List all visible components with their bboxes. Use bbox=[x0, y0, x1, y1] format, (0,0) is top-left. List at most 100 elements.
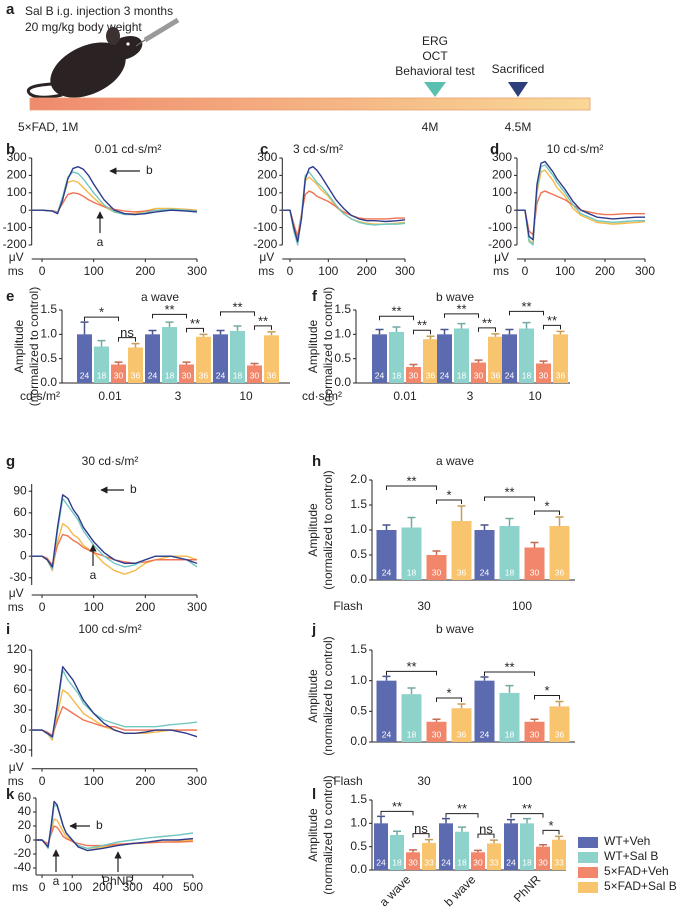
y-tick-label: 0 bbox=[24, 832, 31, 846]
n-label: 30 bbox=[473, 857, 483, 867]
n-label: 18 bbox=[165, 370, 175, 380]
chart-title: 100 cd·s/m² bbox=[78, 622, 141, 636]
error-bar bbox=[474, 849, 482, 853]
panel-letter: e bbox=[6, 288, 14, 305]
category-label: b wave bbox=[442, 872, 479, 909]
y-tick-label: 200 bbox=[7, 168, 27, 182]
y-tick-label: 1.0 bbox=[350, 522, 367, 536]
chart-title: 3 cd·s/m² bbox=[293, 142, 343, 156]
category-label: PhNR bbox=[511, 872, 544, 905]
bar bbox=[213, 334, 228, 383]
bar bbox=[406, 852, 420, 870]
bar bbox=[179, 364, 194, 383]
bar bbox=[553, 334, 568, 383]
significance-label: ** bbox=[521, 299, 531, 314]
end-time: 4.5M bbox=[505, 120, 532, 134]
legend-label: WT+Veh bbox=[604, 834, 650, 848]
category-label: 30 bbox=[417, 774, 431, 788]
annotation: a bbox=[53, 874, 60, 888]
significance-label: ** bbox=[258, 313, 268, 328]
x-axis-label: ms bbox=[8, 600, 24, 614]
n-label: 24 bbox=[480, 567, 490, 577]
n-label: 24 bbox=[382, 567, 392, 577]
error-bar bbox=[97, 339, 106, 347]
x-tick-label: 200 bbox=[135, 264, 155, 278]
error-bar bbox=[539, 844, 547, 847]
panel-letter: f bbox=[312, 288, 318, 305]
error-bar bbox=[407, 516, 416, 528]
bar bbox=[406, 366, 421, 383]
n-label: 36 bbox=[555, 567, 565, 577]
n-label: 24 bbox=[375, 370, 385, 380]
x-tick-label: 100 bbox=[84, 774, 104, 788]
trace bbox=[31, 166, 198, 216]
trace bbox=[31, 669, 198, 739]
x-tick-label: 100 bbox=[555, 264, 575, 278]
y-tick-label: 0 bbox=[20, 202, 27, 216]
bar bbox=[247, 365, 262, 383]
panel-letter: k bbox=[6, 786, 15, 803]
y-axis-label: (normalized to control) bbox=[321, 287, 335, 406]
legend-swatch bbox=[578, 882, 598, 893]
y-tick-label: 1.0 bbox=[40, 327, 57, 341]
bar bbox=[111, 364, 126, 383]
x-tick-label: 300 bbox=[123, 880, 143, 894]
significance-label: * bbox=[446, 487, 451, 502]
y-tick-label: 20 bbox=[18, 818, 32, 832]
error-bar bbox=[556, 330, 565, 335]
y-axis-label: μV bbox=[259, 250, 274, 264]
y-tick-label: 300 bbox=[492, 150, 512, 164]
bar bbox=[536, 363, 551, 383]
significance-bracket bbox=[534, 510, 560, 515]
error-bar bbox=[507, 818, 515, 824]
bar bbox=[451, 521, 472, 580]
bar bbox=[437, 334, 452, 383]
n-label: 33 bbox=[554, 857, 564, 867]
y-tick-label: -30 bbox=[9, 570, 27, 584]
significance-label: ** bbox=[164, 302, 174, 317]
legend-label: 5×FAD+Sal B bbox=[604, 879, 677, 893]
significance-bracket bbox=[478, 327, 496, 332]
y-tick-label: 300 bbox=[7, 150, 27, 164]
test-marker bbox=[424, 82, 446, 97]
error-bar bbox=[377, 815, 385, 824]
significance-bracket bbox=[118, 337, 136, 342]
y-tick-label: 90 bbox=[13, 483, 27, 497]
n-label: 18 bbox=[407, 567, 417, 577]
error-bar bbox=[530, 541, 539, 548]
category-label: 100 bbox=[512, 599, 532, 613]
y-tick-label: 120 bbox=[7, 642, 27, 656]
category-label: 3 bbox=[175, 389, 182, 403]
n-label: 24 bbox=[506, 857, 516, 867]
x-tick-label: 200 bbox=[595, 264, 615, 278]
trace bbox=[31, 494, 198, 568]
significance-bracket bbox=[436, 697, 462, 702]
error-bar bbox=[432, 718, 441, 722]
bar bbox=[519, 328, 534, 383]
x-axis-label: ms bbox=[8, 774, 24, 788]
bar bbox=[474, 680, 495, 742]
bar bbox=[94, 346, 109, 383]
significance-label: ** bbox=[406, 659, 416, 674]
panel-letter: l bbox=[312, 786, 316, 803]
annotation: b bbox=[130, 482, 137, 496]
trace bbox=[517, 160, 645, 241]
chart-title: 30 cd·s/m² bbox=[82, 454, 139, 468]
category-label: 10 bbox=[528, 389, 542, 403]
x-tick-label: 0 bbox=[39, 264, 46, 278]
y-tick-label: 1.5 bbox=[334, 302, 351, 316]
significance-bracket bbox=[412, 833, 430, 838]
test-label: Behavioral test bbox=[395, 64, 475, 78]
x-axis-label: ms bbox=[12, 880, 28, 894]
y-tick-label: 40 bbox=[18, 804, 32, 818]
panel-letter: h bbox=[312, 453, 321, 470]
n-label: 24 bbox=[376, 857, 386, 867]
chart-title: 10 cd·s/m² bbox=[547, 142, 604, 156]
y-axis-label: Amplitude bbox=[306, 808, 320, 862]
n-label: 30 bbox=[474, 370, 484, 380]
n-label: 30 bbox=[530, 729, 540, 739]
n-label: 36 bbox=[457, 729, 467, 739]
legend-swatch bbox=[578, 867, 598, 878]
bar bbox=[474, 530, 495, 580]
y-tick-label: 2.0 bbox=[350, 472, 367, 486]
